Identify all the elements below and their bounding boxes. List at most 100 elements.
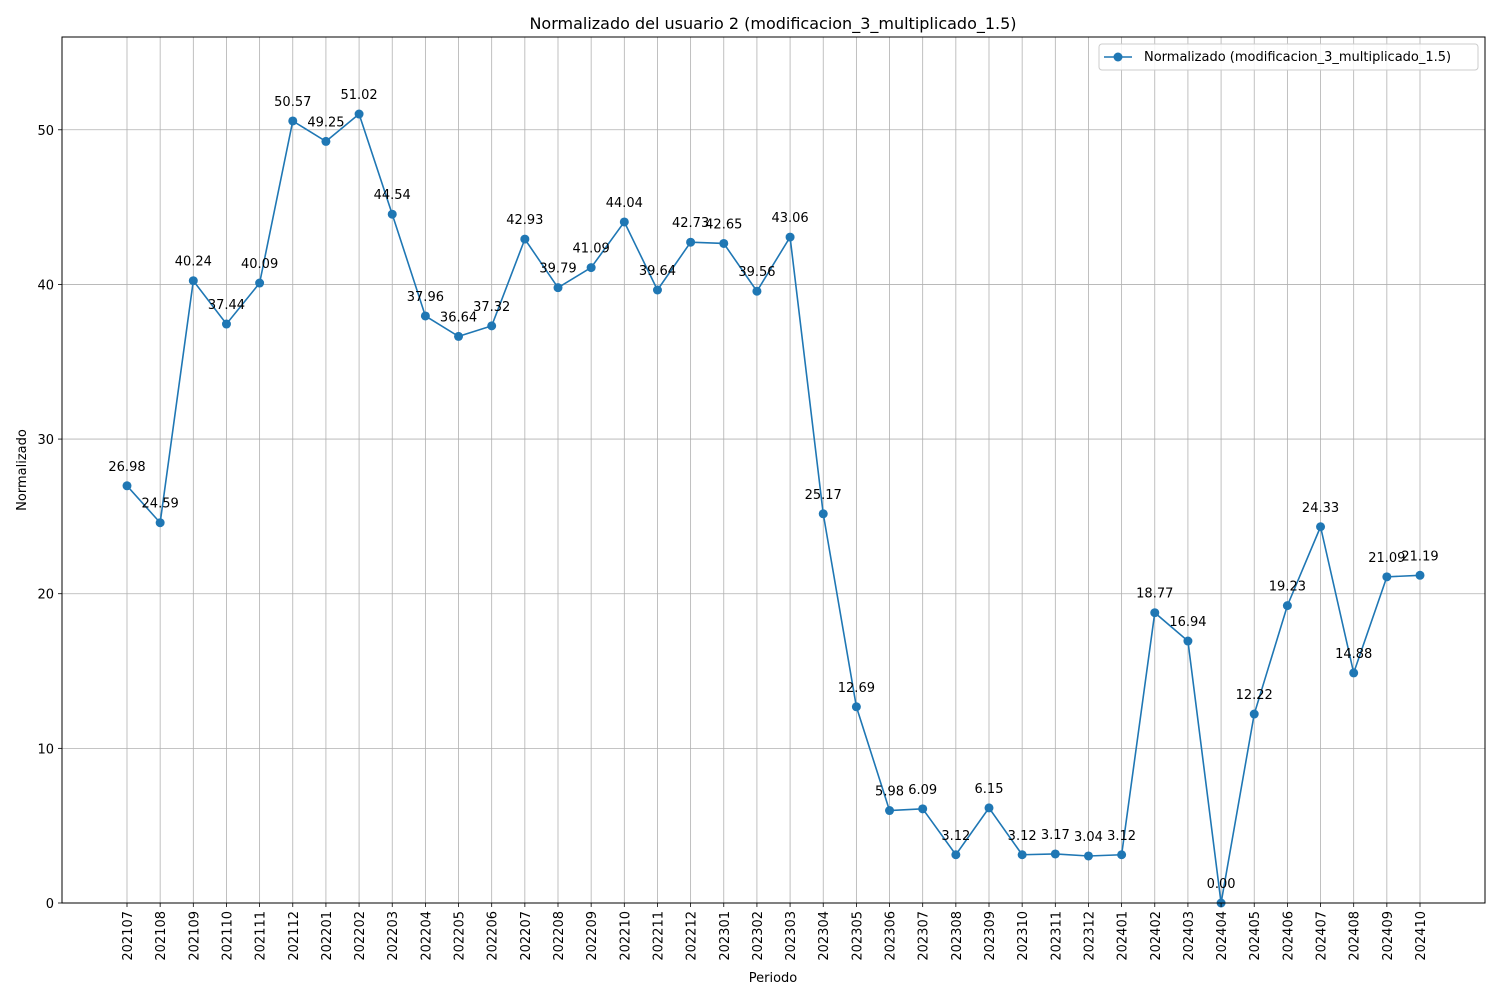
x-tick-label: 202112 (287, 911, 302, 961)
data-point (619, 217, 629, 227)
data-point (951, 850, 961, 860)
y-tick-label: 20 (37, 588, 54, 603)
data-point (918, 804, 928, 814)
data-label: 12.69 (838, 681, 875, 696)
data-label: 39.79 (539, 262, 576, 277)
legend-label: Normalizado (modificacion_3_multiplicado… (1144, 50, 1451, 65)
x-tick-label: 202109 (187, 911, 202, 961)
data-point (1183, 636, 1193, 646)
x-tick-label: 202404 (1215, 911, 1230, 961)
x-tick-label: 202408 (1348, 911, 1363, 961)
data-label: 49.25 (307, 115, 344, 130)
x-tick-label: 202407 (1315, 911, 1330, 961)
label-layer: 26.98 24.59 40.24 37.44 40.09 50.57 49.25 51.02… (108, 88, 1438, 892)
series-layer (122, 109, 1425, 908)
data-point (221, 319, 231, 329)
data-point (288, 116, 298, 126)
x-tick-label: 202306 (884, 911, 899, 961)
data-label: 0.00 (1207, 877, 1236, 892)
y-tick-label: 30 (37, 433, 54, 448)
grid-layer (62, 37, 1485, 904)
data-point (652, 285, 662, 295)
data-label: 44.54 (374, 188, 411, 203)
data-label: 37.96 (407, 290, 444, 305)
data-point (454, 331, 464, 341)
x-tick-label: 202203 (386, 911, 401, 961)
data-label: 6.15 (975, 782, 1004, 797)
data-point (155, 518, 165, 528)
data-label: 51.02 (340, 88, 377, 103)
data-point (984, 803, 994, 813)
axis-layer: 202107 202108 202109 202110 202111 202112 2022… (37, 36, 1486, 961)
data-label: 24.59 (142, 497, 179, 512)
data-label: 42.73 (672, 216, 709, 231)
x-tick-label: 202302 (751, 911, 766, 961)
x-tick-label: 202410 (1414, 911, 1429, 961)
x-tick-label: 202402 (1149, 911, 1164, 961)
data-label: 21.09 (1368, 551, 1405, 566)
data-point (321, 136, 331, 146)
data-label: 26.98 (108, 460, 145, 475)
y-axis-label: Normalizado (15, 429, 30, 511)
data-label: 50.57 (274, 95, 311, 110)
y-tick-label: 50 (37, 124, 54, 139)
data-point (520, 234, 530, 244)
x-tick-label: 202308 (950, 911, 965, 961)
x-tick-label: 202210 (618, 911, 633, 961)
data-label: 39.56 (738, 265, 775, 280)
legend: Normalizado (modificacion_3_multiplicado… (1098, 43, 1479, 71)
x-tick-label: 202409 (1381, 911, 1396, 961)
data-point (686, 237, 696, 247)
data-label: 37.32 (473, 300, 510, 315)
x-tick-label: 202305 (850, 911, 865, 961)
y-tick-label: 0 (46, 897, 54, 912)
data-point (553, 283, 563, 293)
x-tick-label: 202211 (651, 911, 666, 961)
x-tick-label: 202405 (1248, 911, 1263, 961)
data-label: 18.77 (1136, 587, 1173, 602)
data-label: 19.23 (1269, 580, 1306, 595)
x-tick-label: 202110 (220, 911, 235, 961)
x-tick-label: 202202 (353, 911, 368, 961)
data-label: 3.12 (1008, 829, 1037, 844)
data-label: 12.22 (1236, 688, 1273, 703)
legend-box (1098, 43, 1479, 71)
data-label: 3.17 (1041, 828, 1070, 843)
data-label: 3.04 (1074, 830, 1103, 845)
x-tick-label: 202311 (1049, 911, 1064, 961)
plot-frame (61, 36, 1486, 904)
data-label: 40.09 (241, 257, 278, 272)
x-tick-label: 202212 (685, 911, 700, 961)
data-point (1083, 851, 1093, 861)
x-tick-label: 202111 (254, 911, 269, 961)
data-label: 44.04 (606, 196, 643, 211)
x-tick-label: 202205 (453, 911, 468, 961)
data-label: 39.64 (639, 264, 676, 279)
data-label: 36.64 (440, 310, 477, 325)
x-tick-label: 202108 (154, 911, 169, 961)
series-line (126, 112, 1421, 904)
data-label: 21.19 (1401, 549, 1438, 564)
x-tick-label: 202307 (917, 911, 932, 961)
x-tick-label: 202204 (419, 911, 434, 961)
data-label: 16.94 (1169, 615, 1206, 630)
x-tick-label: 202403 (1182, 911, 1197, 961)
data-point (1017, 850, 1027, 860)
data-point (255, 278, 265, 288)
x-tick-label: 202309 (983, 911, 998, 961)
x-tick-label: 202208 (552, 911, 567, 961)
data-point (586, 263, 596, 273)
data-label: 3.12 (941, 829, 970, 844)
x-tick-label: 202401 (1116, 911, 1131, 961)
x-tick-label: 202406 (1281, 911, 1296, 961)
data-point (354, 109, 364, 119)
data-point (1349, 668, 1359, 678)
data-label: 41.09 (573, 242, 610, 257)
y-tick-label: 40 (37, 278, 54, 293)
data-point (719, 238, 729, 248)
data-point (387, 209, 397, 219)
data-label: 14.88 (1335, 647, 1372, 662)
data-point (1415, 570, 1425, 580)
